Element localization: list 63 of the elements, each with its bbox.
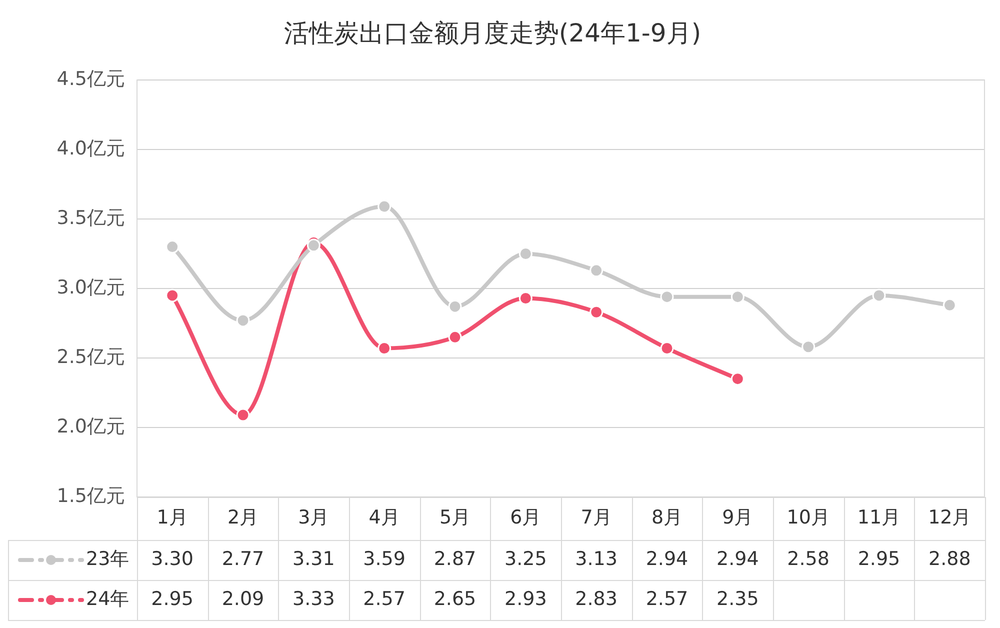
data-label: 2.58 — [787, 548, 830, 570]
legend-label: 24年 — [86, 588, 130, 610]
point — [590, 264, 604, 278]
y-tick-label: 3.5亿元 — [56, 206, 125, 229]
point — [590, 305, 604, 319]
point — [942, 298, 956, 312]
data-label: 2.87 — [434, 548, 476, 570]
x-tick-label: 3月 — [298, 506, 330, 528]
data-label: 3.59 — [363, 548, 406, 570]
data-label: 2.65 — [434, 588, 476, 610]
data-label: 2.57 — [646, 588, 688, 610]
data-label: 3.31 — [292, 548, 335, 570]
data-label: 2.94 — [646, 548, 688, 570]
point — [660, 290, 674, 304]
data-label: 2.93 — [504, 588, 547, 610]
data-label: 3.13 — [575, 548, 618, 570]
point — [660, 342, 674, 356]
y-tick-label: 3.0亿元 — [56, 276, 125, 298]
point — [236, 314, 250, 328]
x-tick-label: 9月 — [722, 506, 754, 528]
data-label: 2.95 — [151, 588, 194, 610]
data-label: 2.83 — [575, 588, 618, 610]
data-label: 2.57 — [363, 588, 406, 610]
chart-title: 活性炭出口金额月度走势(24年1-9月) — [284, 18, 702, 48]
point — [518, 247, 532, 260]
point — [730, 372, 744, 386]
data-label: 2.88 — [928, 548, 971, 570]
data-label: 2.09 — [222, 588, 264, 610]
x-tick-label: 7月 — [580, 506, 612, 528]
y-tick-label: 2.0亿元 — [56, 415, 125, 438]
point — [730, 290, 744, 304]
point — [236, 408, 250, 422]
y-tick-label: 4.0亿元 — [56, 137, 125, 160]
data-label: 2.77 — [222, 548, 264, 570]
x-tick-label: 8月 — [651, 506, 683, 528]
point — [448, 300, 462, 314]
x-tick-label: 2月 — [227, 506, 259, 528]
data-label: 2.95 — [858, 548, 900, 570]
x-tick-label: 10月 — [786, 506, 830, 528]
point — [448, 330, 462, 344]
data-label: 3.25 — [504, 548, 547, 570]
x-tick-label: 11月 — [857, 506, 901, 528]
point — [872, 288, 886, 302]
y-tick-label: 2.5亿元 — [56, 346, 125, 368]
y-tick-label: 4.5亿元 — [56, 68, 125, 90]
point — [378, 200, 392, 214]
x-tick-label: 1月 — [156, 506, 188, 528]
point — [306, 238, 320, 252]
point — [802, 340, 816, 354]
x-tick-label: 5月 — [439, 506, 471, 528]
data-label: 2.94 — [716, 548, 759, 570]
point — [518, 291, 532, 305]
point — [378, 342, 392, 356]
point — [166, 288, 180, 302]
point — [166, 240, 180, 254]
y-tick-label: 1.5亿元 — [56, 484, 125, 507]
x-tick-label: 12月 — [928, 506, 972, 528]
x-tick-label: 6月 — [510, 506, 542, 528]
data-label: 3.30 — [151, 548, 194, 570]
data-label: 3.33 — [292, 588, 335, 610]
legend-label: 23年 — [86, 548, 130, 570]
data-label: 2.35 — [716, 588, 759, 610]
x-tick-label: 4月 — [368, 506, 400, 528]
